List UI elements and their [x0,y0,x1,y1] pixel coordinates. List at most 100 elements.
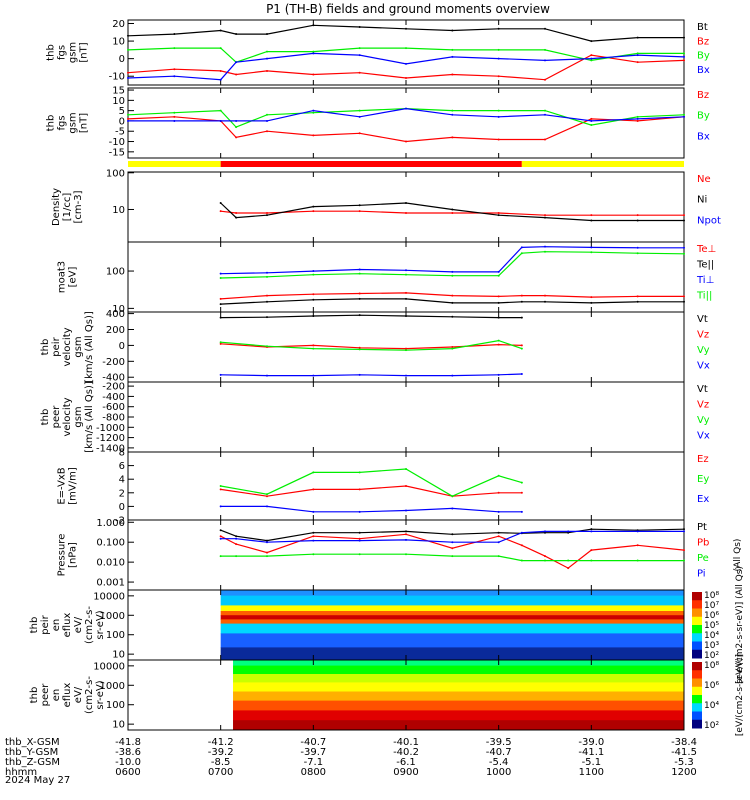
y-tick-label: 200 [106,325,125,336]
series-point-By [683,113,685,116]
colorbar-tick-label: 10⁶ [704,611,719,621]
series-point-Te|| [520,300,523,303]
series-point-Pt [235,535,238,538]
series-point-Bx [544,59,546,62]
series-point-Ne [266,212,268,215]
panel-8: 1.000 0.100 0.010 0.001 Pressure [nPa] Pt Pb Pe P… [57,518,743,591]
series-point-Pb [590,549,593,552]
series-point-Pb [358,537,361,540]
series-point-Bt [173,33,176,36]
y-tick-label: 10 [112,37,125,48]
series-point-By [636,115,639,118]
series-point-By [358,47,361,50]
series-point-Pi [235,537,238,540]
series-point-By [405,47,407,50]
series-point-Ez [520,491,523,494]
series-point-Ti⊥ [405,269,407,272]
series-line-By [127,107,685,128]
series-point-Pb [683,549,685,552]
series-point-Ti|| [266,275,268,278]
colorbar-tick-label: 10⁸ [704,661,719,671]
series-point-Ni [405,202,407,205]
y-tick-label: 100 [106,700,125,711]
series-point-Bx [312,52,315,55]
series-point-Te|| [683,300,685,303]
colorbar-tick-label: 10⁴ [704,701,719,711]
series-point-Ey [520,481,523,484]
series-point-Pi [358,539,361,542]
legend-entry: Vz [697,330,709,341]
colorbar-segment [692,686,702,696]
date-label: 2024 May 27 [5,775,70,786]
series-point-Bz [358,132,361,135]
legend-entry: Bz [697,36,709,47]
series-point-Bt [266,33,268,36]
y-tick-label: 6 [119,461,125,472]
series-point-Bx [590,119,593,122]
y-tick-label: 10000 [93,591,125,602]
y-axis-label: moat3 [57,261,68,293]
series-point-By [312,50,315,53]
y-axis-label: Density [51,188,62,226]
colorbar-segment [692,633,702,642]
y-axis-label: fgs [57,45,68,60]
series-point-Vy [266,345,268,348]
colorbar-segment [692,719,702,729]
y-axis-label: [km/s (All Qs)] [84,381,95,453]
series-line-Ti⊥ [220,246,684,275]
y-axis-label: peer [51,405,62,429]
colorbar-segment [692,711,702,721]
y-axis-label: thb [29,687,40,704]
series-point-By [266,50,268,53]
series-point-Bz [544,138,546,141]
series-point-Ni [590,219,593,222]
y-axis-label: [1/cc] [62,193,73,222]
series-point-Te⊥ [219,297,222,300]
series-point-Pi [520,531,523,534]
series-point-Bz [405,140,407,143]
colorbar-segment [692,625,702,634]
series-point-Bz [127,71,129,74]
y-tick-label: -2 [115,516,125,527]
mode-bar-segment [128,161,221,167]
series-line-Vt [220,314,522,319]
x-axis-value: -40.7 [300,737,326,748]
series-point-By [127,48,129,51]
spectrogram-band [220,633,684,648]
series-point-Ti⊥ [520,246,523,249]
series-point-Ni [266,214,268,217]
y-tick-label: -600 [102,402,125,413]
series-point-Bz [312,134,315,137]
series-point-Bz [544,78,546,81]
series-point-Ne [590,214,593,217]
y-tick-label: 4 [119,475,125,486]
y-axis-label: thb [29,617,40,634]
x-axis: thb_X-GSM -41.8 -41.2 -40.7 -40.1 -39.5 -39.0-… [5,737,697,778]
series-line-Pe [220,553,684,562]
series-point-Ey [358,471,361,474]
series-point-Ex [497,510,500,513]
series-point-Ey [405,468,407,470]
y-tick-label: -10 [109,72,125,83]
series-point-Bx [451,113,454,116]
y-axis-label: [cm-3] [73,190,84,223]
y-tick-label: 10 [112,96,125,107]
series-point-Pb [219,535,222,538]
series-point-By [451,48,454,51]
y-axis-label: thb [40,409,51,426]
panel-10: 10⁸ 10⁶ 10⁴ 10² [eV/(cm2-s-sr-eV)] 10000 1000 1… [29,654,745,736]
colorbar-tick-label: 10⁵ [704,621,719,631]
series-point-Bx [173,75,176,78]
series-point-Bz [636,61,639,64]
series-point-Ti⊥ [590,246,593,249]
y-axis-label: [nT] [79,113,90,133]
series-point-Ti⊥ [636,246,639,249]
mode-bar-segment [220,161,522,167]
series-point-Bx [235,61,238,64]
legend-entry: Bt [697,22,708,33]
colorbar-tick-label: 10² [704,721,719,731]
y-axis-label: [nT] [79,42,90,62]
x-axis-value: -39.2 [208,747,234,758]
series-point-Pe [636,559,639,562]
